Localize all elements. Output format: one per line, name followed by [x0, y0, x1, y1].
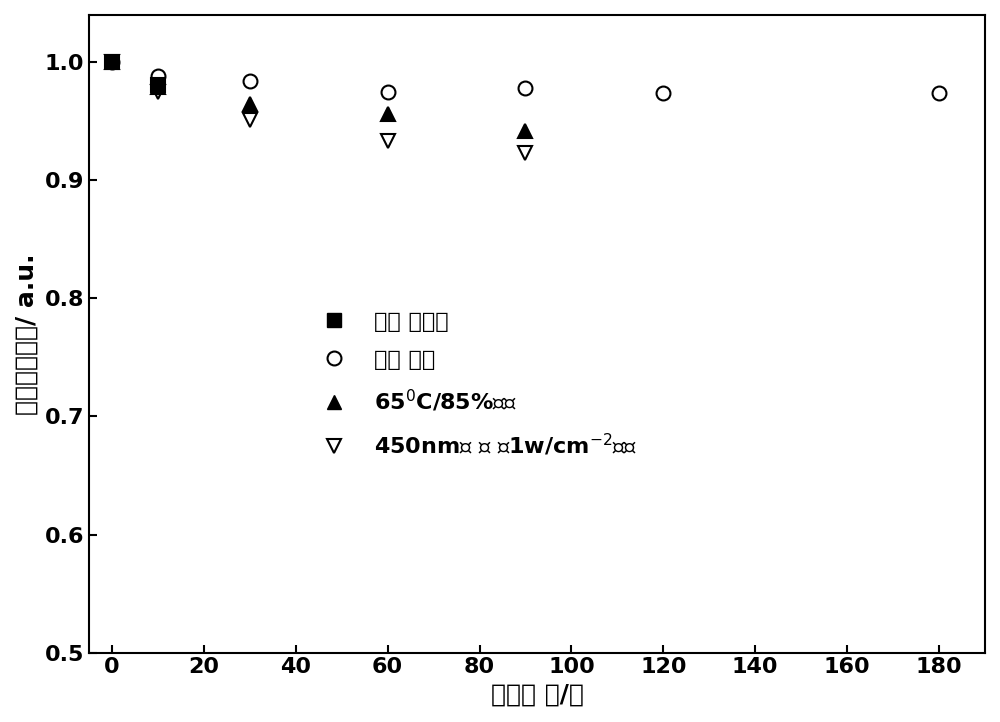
Y-axis label: 荧光相对强度/ a.u.: 荧光相对强度/ a.u. — [15, 253, 39, 414]
X-axis label: 监测时 间/天: 监测时 间/天 — [491, 683, 583, 707]
Legend: 量子 点溶液, 量子 点膜, 65$^0$C/85%湿度, 450nm波 长 ，1w/cm$^{-2}$光强: 量子 点溶液, 量子 点膜, 65$^0$C/85%湿度, 450nm波 长 ，… — [303, 303, 646, 466]
